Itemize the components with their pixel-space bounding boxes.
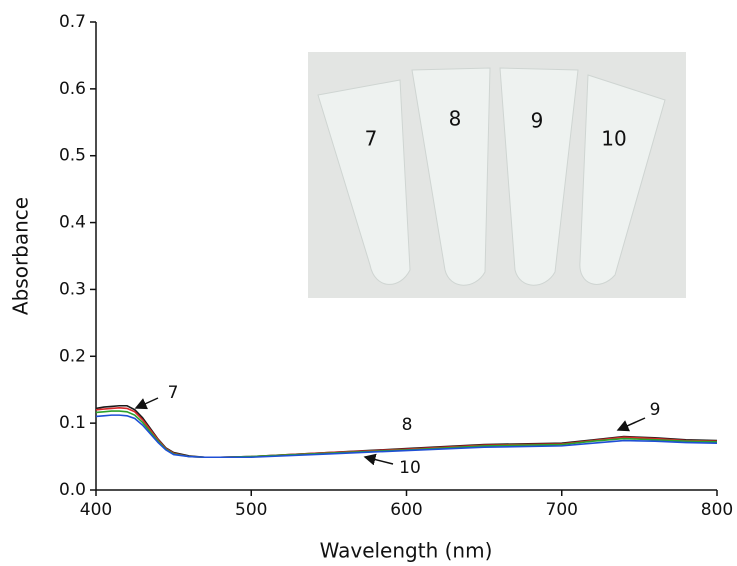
- y-tick-label: 0.0: [59, 480, 86, 500]
- annotation-arrow: [134, 397, 159, 410]
- y-tick-label: 0.4: [59, 213, 86, 233]
- annotation: 7: [168, 383, 179, 403]
- x-axis-title: Wavelength (nm): [320, 539, 493, 563]
- inset-photo: [308, 52, 686, 298]
- annotation: 8: [402, 415, 413, 435]
- x-tick-label: 700: [546, 500, 578, 520]
- y-tick-label: 0.3: [59, 279, 86, 299]
- y-tick-label: 0.5: [59, 146, 86, 166]
- y-axis-title: Absorbance: [9, 197, 33, 315]
- inset-label: 8: [449, 107, 462, 131]
- y-tick-label: 0.7: [59, 12, 86, 32]
- x-tick-label: 500: [235, 500, 267, 520]
- x-tick-label: 600: [390, 500, 422, 520]
- inset-label: 10: [601, 127, 626, 151]
- series-line: [95, 414, 718, 459]
- y-tick-label: 0.1: [59, 413, 86, 433]
- y-tick-label: 0.6: [59, 79, 86, 99]
- annotation: 10: [399, 458, 421, 478]
- annotation: 9: [650, 400, 661, 420]
- x-tick-label: 400: [80, 500, 112, 520]
- inset-label: 7: [365, 127, 378, 151]
- annotation-arrow: [616, 417, 646, 432]
- inset-label: 9: [531, 109, 544, 133]
- x-tick-label: 800: [701, 500, 733, 520]
- annotation-arrow: [363, 453, 394, 466]
- y-tick-label: 0.2: [59, 346, 86, 366]
